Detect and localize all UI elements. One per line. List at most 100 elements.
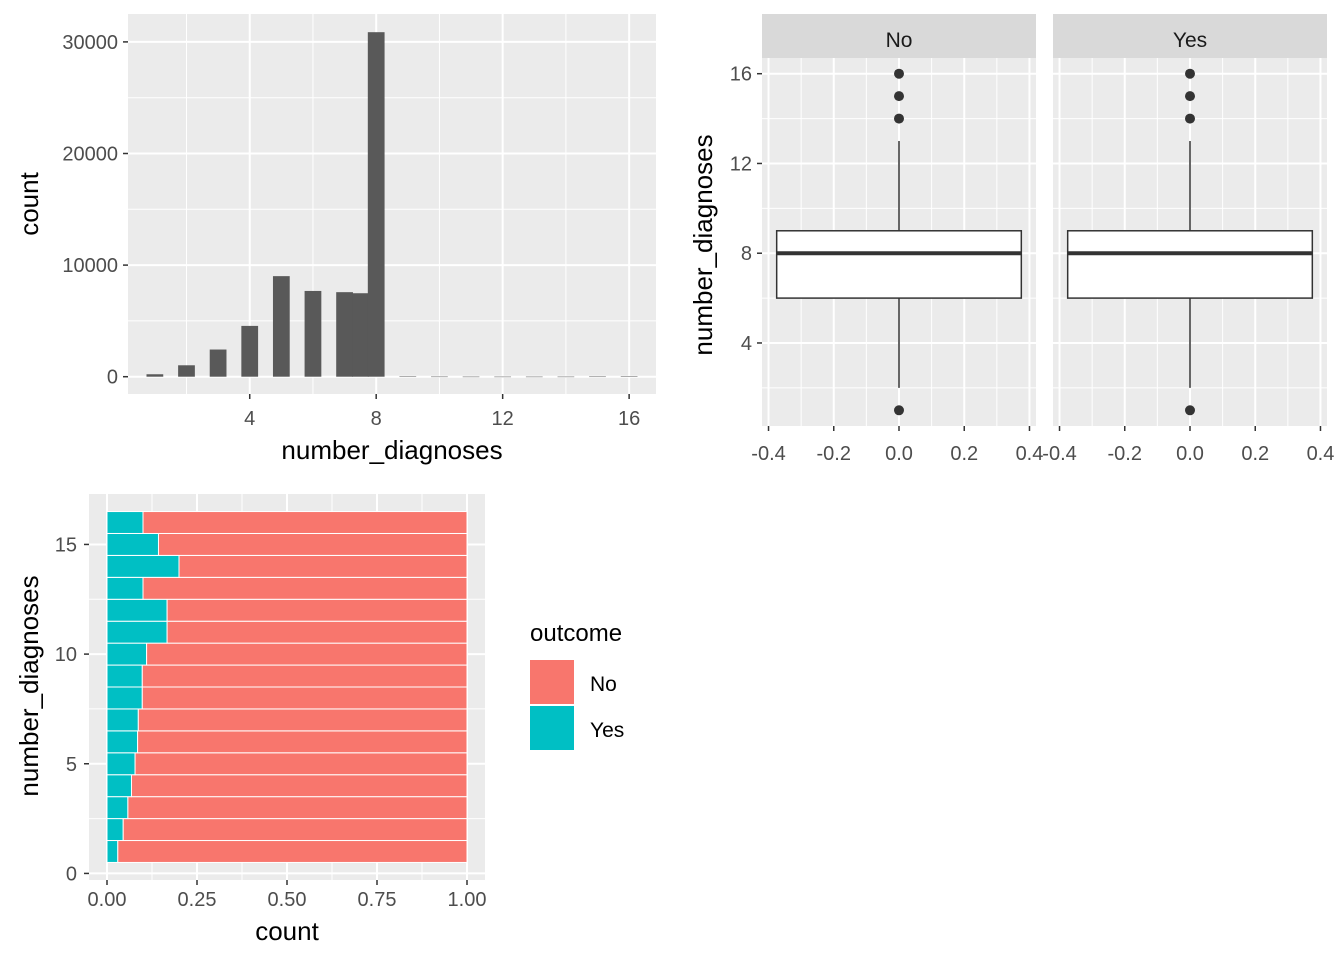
proportion-bar-no <box>157 532 468 556</box>
proportion-bar-yes <box>106 708 139 732</box>
boxplot-facet-yes: Yes -0.4 -0.2 0.0 0.2 0.4 <box>1042 14 1334 465</box>
proportion-bar-yes <box>106 576 144 600</box>
histogram-x-tick-label: 12 <box>492 408 514 430</box>
histogram-y-axis-title: count <box>14 171 44 235</box>
facet-yes-x-ticks: -0.4 -0.2 0.0 0.2 0.4 <box>1042 426 1334 465</box>
proportion-bar-no <box>122 818 468 842</box>
proportion-y-tick-label: 0 <box>66 863 77 885</box>
histogram-bar <box>146 374 164 377</box>
proportion-y-axis-title: number_diagnoses <box>14 575 44 796</box>
proportion-bar-no <box>117 840 468 863</box>
histogram-x-tick-label: 4 <box>244 408 255 430</box>
proportion-x-axis-title: count <box>255 916 319 946</box>
histogram-x-tick-label: 16 <box>618 408 640 430</box>
proportion-x-ticks: 0.00 0.25 0.50 0.75 1.00 <box>88 880 487 911</box>
boxplot-x-tick-label: 0.2 <box>1241 443 1269 465</box>
boxplot-x-tick-label: 0.4 <box>1016 443 1044 465</box>
histogram-bar <box>241 325 259 377</box>
proportion-x-tick-label: 0.50 <box>268 889 307 911</box>
histogram-panel: 4 8 12 16 0 10000 20000 30000 number_diagnoses… <box>14 14 656 465</box>
proportion-bar-yes <box>106 774 132 798</box>
facet-no-boxplot <box>775 68 1023 416</box>
proportion-bar-no <box>134 752 468 776</box>
proportion-bar-yes <box>106 664 143 688</box>
histogram-y-ticks: 0 10000 20000 30000 <box>62 32 128 389</box>
boxplot-x-tick-label: 0.2 <box>950 443 978 465</box>
boxplot-outlier-point <box>894 68 904 79</box>
proportion-bar-yes <box>106 642 148 666</box>
proportion-bar-no <box>130 774 468 798</box>
proportion-x-tick-label: 1.00 <box>448 889 487 911</box>
proportion-y-ticks: 0 5 10 15 <box>55 534 89 885</box>
boxplot-outlier-point <box>894 91 904 102</box>
facet-no-x-ticks: -0.4 -0.2 0.0 0.2 0.4 <box>751 426 1043 465</box>
histogram-bar <box>620 376 638 377</box>
boxplot-x-tick-label: 0.0 <box>1176 443 1204 465</box>
histogram-x-tick-label: 8 <box>371 408 382 430</box>
facet-yes-strip-label: Yes <box>1173 29 1207 52</box>
proportion-bar-no <box>137 708 468 732</box>
proportion-x-tick-label: 0.00 <box>88 889 127 911</box>
proportion-bar-no <box>142 511 468 534</box>
boxplot-x-tick-label: 0.4 <box>1307 443 1335 465</box>
boxplot-box <box>775 230 1023 299</box>
boxplot-y-tick-label: 12 <box>730 153 752 175</box>
boxplot-outlier-point <box>894 113 904 124</box>
proportion-bar-yes <box>106 730 139 754</box>
boxplot-y-tick-label: 4 <box>741 333 752 355</box>
proportion-bar-no <box>146 642 468 666</box>
facet-no-strip-label: No <box>886 29 913 52</box>
histogram-x-ticks: 4 8 12 16 <box>244 394 640 430</box>
proportion-bar-yes <box>106 840 119 863</box>
proportion-panel: 0.00 0.25 0.50 0.75 1.00 0 5 10 15 count number… <box>14 494 624 946</box>
boxplot-y-tick-label: 8 <box>741 243 752 265</box>
legend-label-yes: Yes <box>590 719 624 742</box>
histogram-bar <box>178 365 195 377</box>
proportion-y-tick-label: 10 <box>55 644 77 666</box>
boxplot-x-tick-label: -0.2 <box>1108 443 1142 465</box>
proportion-bar-yes <box>106 686 143 710</box>
boxplot-outlier-point <box>894 405 904 416</box>
boxplot-x-tick-label: -0.4 <box>1042 443 1076 465</box>
legend-key-no <box>530 660 574 704</box>
histogram-plot-background <box>128 14 656 394</box>
boxplot-x-tick-label: 0.0 <box>885 443 913 465</box>
proportion-bar-yes <box>106 554 180 578</box>
histogram-bar <box>272 276 290 377</box>
facet-yes-strip <box>1053 14 1327 58</box>
facet-yes-boxplot <box>1066 68 1314 416</box>
histogram-bar <box>352 293 369 377</box>
proportion-bar-no <box>141 664 468 688</box>
histogram-minor-grid <box>128 14 656 394</box>
histogram-y-tick-label: 30000 <box>62 32 118 54</box>
proportion-bar-yes <box>106 511 144 534</box>
histogram-y-tick-label: 20000 <box>62 144 118 166</box>
histogram-y-tick-label: 0 <box>107 367 118 389</box>
proportion-bar-no <box>142 576 468 600</box>
proportion-bar-no <box>141 686 468 710</box>
histogram-bars <box>146 32 638 378</box>
histogram-bar <box>367 32 385 377</box>
proportion-bar-no <box>178 554 468 578</box>
proportion-x-tick-label: 0.25 <box>178 889 217 911</box>
boxplot-facet-no: No -0.4 -0.2 0.0 0.2 0.4 <box>751 14 1043 465</box>
boxplot-outlier-point <box>1185 68 1195 79</box>
boxplot-panel: No -0.4 -0.2 0.0 0.2 0.4 Yes -0.4 -0.2 0.0 0.2 0… <box>688 14 1334 465</box>
boxplot-x-tick-label: -0.4 <box>751 443 785 465</box>
proportion-bar-no <box>166 620 468 644</box>
boxplot-box <box>1066 230 1314 299</box>
histogram-bar <box>589 376 606 378</box>
histogram-x-axis-title: number_diagnoses <box>281 435 502 465</box>
histogram-bar <box>431 376 448 378</box>
legend-title: outcome <box>530 620 622 647</box>
proportion-bar-yes <box>106 532 159 556</box>
proportion-bar-no <box>166 598 468 622</box>
proportion-bars <box>106 511 468 863</box>
proportion-bar-yes <box>106 598 168 622</box>
proportion-bar-yes <box>106 752 136 776</box>
histogram-bar <box>399 376 417 378</box>
boxplot-y-tick-label: 16 <box>730 64 752 86</box>
proportion-y-tick-label: 5 <box>66 754 77 776</box>
proportion-bar-yes <box>106 796 129 820</box>
